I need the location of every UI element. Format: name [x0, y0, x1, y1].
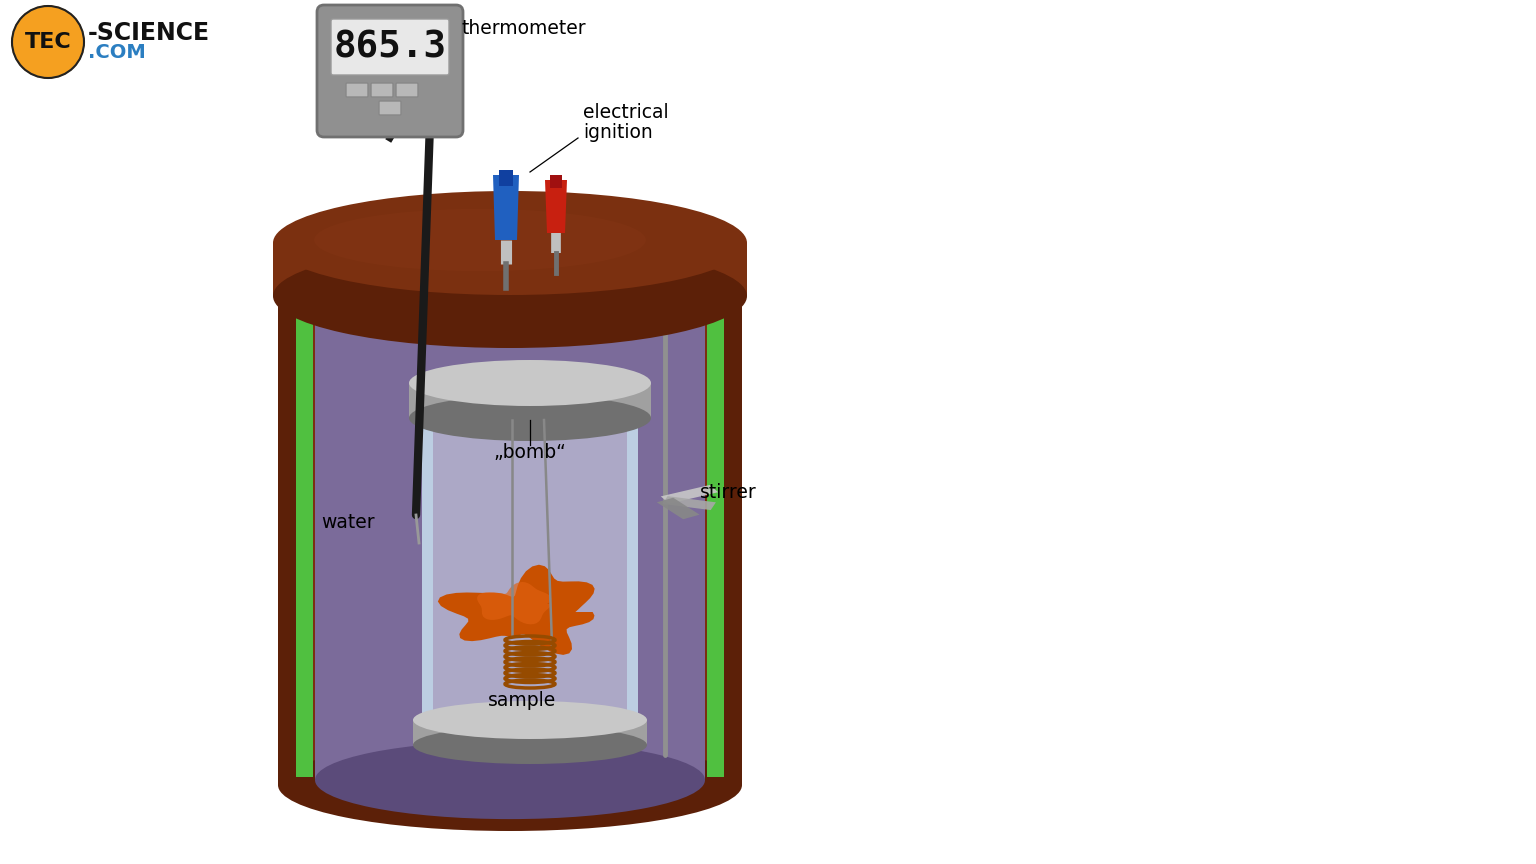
Text: TEC: TEC	[25, 32, 71, 52]
Ellipse shape	[409, 360, 651, 406]
FancyBboxPatch shape	[316, 5, 462, 137]
Ellipse shape	[273, 191, 746, 295]
Ellipse shape	[413, 701, 647, 739]
Ellipse shape	[313, 209, 647, 271]
Text: electrical: electrical	[584, 103, 668, 122]
Text: sample: sample	[488, 690, 556, 709]
Polygon shape	[296, 298, 313, 777]
Ellipse shape	[278, 739, 742, 831]
Polygon shape	[413, 720, 647, 745]
Text: .COM: .COM	[88, 43, 146, 62]
Text: thermometer: thermometer	[462, 18, 587, 37]
FancyBboxPatch shape	[379, 101, 401, 115]
Polygon shape	[278, 290, 296, 785]
FancyBboxPatch shape	[330, 19, 449, 75]
Ellipse shape	[422, 385, 637, 425]
FancyBboxPatch shape	[396, 83, 418, 97]
Ellipse shape	[315, 741, 705, 819]
FancyBboxPatch shape	[346, 83, 369, 97]
Text: „bomb“: „bomb“	[493, 442, 567, 461]
Polygon shape	[273, 243, 746, 296]
Polygon shape	[550, 175, 562, 188]
Polygon shape	[545, 180, 567, 233]
Polygon shape	[627, 405, 637, 725]
Polygon shape	[422, 405, 433, 725]
Text: ignition: ignition	[584, 123, 653, 142]
Polygon shape	[478, 582, 551, 625]
Polygon shape	[493, 175, 519, 240]
Ellipse shape	[273, 244, 746, 348]
Polygon shape	[278, 290, 742, 785]
Ellipse shape	[413, 726, 647, 764]
Ellipse shape	[409, 395, 651, 441]
Ellipse shape	[278, 244, 742, 336]
Polygon shape	[499, 170, 513, 186]
Polygon shape	[660, 485, 719, 504]
Text: water: water	[321, 512, 375, 531]
Polygon shape	[438, 565, 594, 655]
FancyBboxPatch shape	[372, 83, 393, 97]
Polygon shape	[723, 290, 742, 785]
Polygon shape	[662, 496, 716, 510]
Text: -SCIENCE: -SCIENCE	[88, 21, 210, 45]
Text: 865.3: 865.3	[333, 30, 447, 66]
Polygon shape	[433, 405, 627, 725]
Polygon shape	[657, 498, 699, 519]
Circle shape	[12, 6, 84, 78]
Polygon shape	[707, 298, 723, 777]
Polygon shape	[409, 383, 651, 418]
Text: stirrer: stirrer	[700, 482, 757, 501]
Polygon shape	[315, 295, 705, 780]
